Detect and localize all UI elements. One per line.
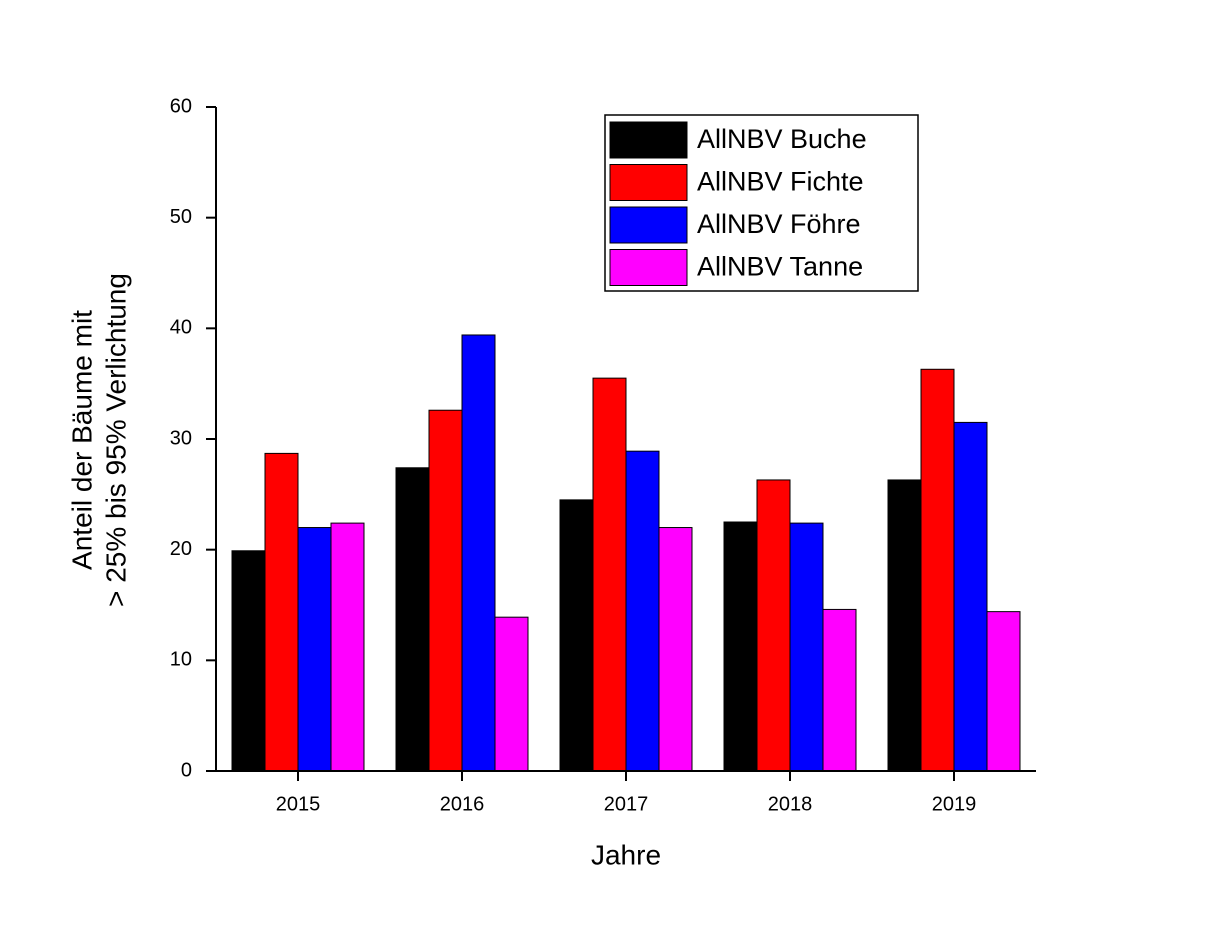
bar bbox=[461, 334, 496, 772]
y-tick-label: 50 bbox=[170, 206, 192, 228]
bar bbox=[264, 452, 299, 772]
legend-swatch bbox=[609, 121, 688, 159]
bar bbox=[920, 368, 955, 772]
y-tick-label: 20 bbox=[170, 538, 192, 560]
legend-label: AllNBV Tanne bbox=[697, 252, 863, 282]
x-tick-label: 2016 bbox=[440, 793, 485, 815]
bar bbox=[953, 421, 988, 772]
bar bbox=[723, 521, 758, 772]
legend-swatch bbox=[609, 206, 688, 244]
bar bbox=[559, 499, 594, 772]
bar bbox=[297, 527, 332, 772]
legend-swatch bbox=[609, 249, 688, 286]
bar bbox=[789, 522, 824, 772]
bar bbox=[756, 479, 791, 772]
y-axis-label: Anteil der Bäume mit bbox=[66, 310, 97, 570]
y-tick-label: 60 bbox=[170, 95, 192, 117]
bar bbox=[330, 522, 365, 772]
x-tick-label: 2017 bbox=[604, 793, 649, 815]
y-tick-label: 40 bbox=[170, 317, 192, 339]
y-tick-label: 0 bbox=[181, 759, 192, 781]
bar bbox=[395, 467, 430, 772]
y-tick-label: 10 bbox=[170, 649, 192, 671]
bar bbox=[494, 616, 529, 772]
y-tick-label: 30 bbox=[170, 427, 192, 449]
legend-swatch bbox=[609, 164, 688, 201]
bar bbox=[986, 611, 1021, 772]
x-axis-label: Jahre bbox=[591, 839, 661, 870]
bar bbox=[428, 409, 463, 772]
bar bbox=[231, 550, 266, 772]
y-axis-label: > 25% bis 95% Verlichtung bbox=[100, 273, 131, 607]
x-tick-label: 2018 bbox=[768, 793, 813, 815]
x-tick-label: 2019 bbox=[932, 793, 977, 815]
bar bbox=[822, 608, 857, 772]
x-tick-label: 2015 bbox=[276, 793, 321, 815]
legend-label: AllNBV Fichte bbox=[697, 167, 864, 197]
legend-label: AllNBV Föhre bbox=[697, 209, 861, 239]
bar bbox=[887, 479, 922, 772]
legend-label: AllNBV Buche bbox=[697, 124, 867, 154]
bar bbox=[592, 377, 627, 772]
bar bbox=[625, 450, 660, 772]
bar bbox=[658, 527, 693, 772]
